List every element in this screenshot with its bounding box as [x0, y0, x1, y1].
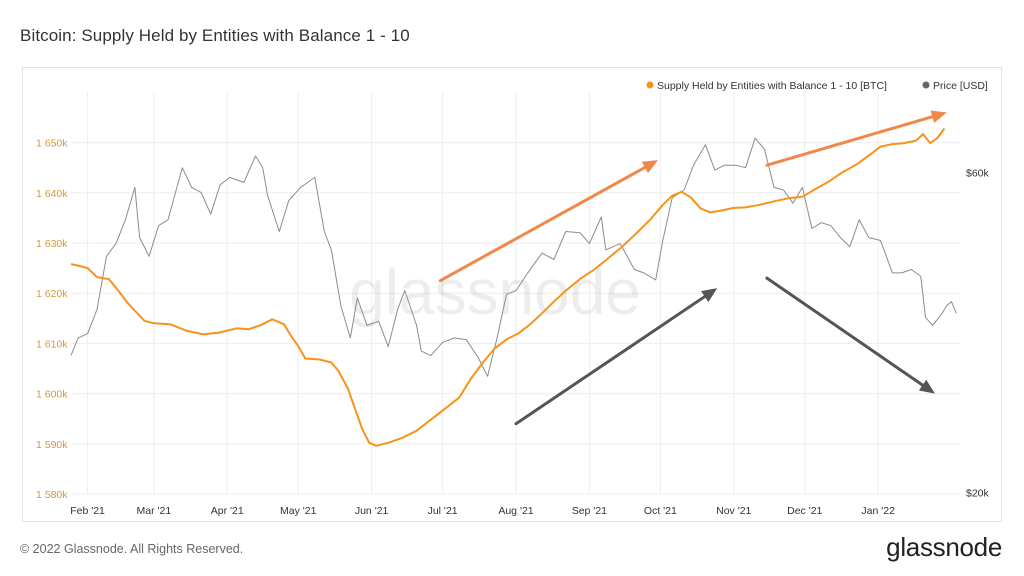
arrow-head [930, 110, 947, 123]
arrow-head [701, 288, 718, 302]
watermark: glassnode [349, 256, 641, 328]
x-tick-label: Nov '21 [716, 505, 751, 517]
supply-series-line [70, 127, 946, 447]
arrow-shaft [514, 295, 707, 426]
trend-arrow-1 [438, 160, 659, 283]
x-tick-label: Jan '22 [861, 505, 895, 517]
legend-marker-supply [646, 81, 654, 89]
price-layer [70, 137, 957, 377]
x-tick-label: Jun '21 [355, 505, 389, 517]
legend-label-price: Price [USD] [933, 80, 988, 92]
chart-svg: glassnode 1 580k 1 590k 1 600k 1 610k 1 620k… [36, 80, 990, 517]
copyright-text: © 2022 Glassnode. All Rights Reserved. [20, 542, 244, 556]
y-left-tick-label: 1 650k [36, 138, 68, 150]
x-tick-label: Oct '21 [644, 505, 677, 517]
axis-layer: 1 580k 1 590k 1 600k 1 610k 1 620k 1 630k 1 64… [36, 138, 990, 517]
x-tick-label: May '21 [280, 505, 317, 517]
trend-arrow-4 [765, 276, 935, 394]
chart-legend: Supply Held by Entities with Balance 1 -… [646, 80, 988, 92]
y-left-tick-label: 1 610k [36, 338, 68, 350]
chart-container: glassnode 1 580k 1 590k 1 600k 1 610k 1 620k… [22, 67, 1002, 522]
legend-marker-price [922, 81, 930, 89]
legend-label-supply: Supply Held by Entities with Balance 1 -… [657, 80, 887, 92]
price-series-line [70, 137, 957, 377]
page-title: Bitcoin: Supply Held by Entities with Ba… [20, 26, 410, 45]
arrow-head [641, 160, 659, 174]
arrow-shaft [765, 115, 934, 167]
x-tick-label: Dec '21 [787, 505, 822, 517]
trend-arrow-2 [765, 110, 947, 167]
x-tick-label: Aug '21 [498, 505, 533, 517]
y-right-tick-label: $60k [966, 168, 990, 180]
trend-arrow-3 [514, 288, 718, 426]
arrow-head [918, 379, 935, 394]
grid-layer [71, 92, 961, 495]
y-left-tick-label: 1 590k [36, 439, 68, 451]
supply-layer [70, 127, 946, 447]
x-tick-label: Apr '21 [211, 505, 244, 517]
x-tick-label: Jul '21 [428, 505, 458, 517]
x-tick-label: Sep '21 [572, 505, 607, 517]
y-left-tick-label: 1 600k [36, 389, 68, 401]
arrow-layer [438, 110, 947, 426]
y-left-tick-label: 1 580k [36, 489, 68, 501]
y-left-tick-label: 1 630k [36, 238, 68, 250]
x-tick-label: Feb '21 [70, 505, 105, 517]
y-left-tick-label: 1 640k [36, 188, 68, 200]
brand-logo: glassnode [886, 532, 1002, 562]
x-tick-label: Mar '21 [137, 505, 172, 517]
y-left-tick-label: 1 620k [36, 288, 68, 300]
y-right-tick-label: $20k [966, 488, 990, 500]
arrow-shaft [765, 276, 925, 387]
arrow-shaft [438, 165, 647, 283]
